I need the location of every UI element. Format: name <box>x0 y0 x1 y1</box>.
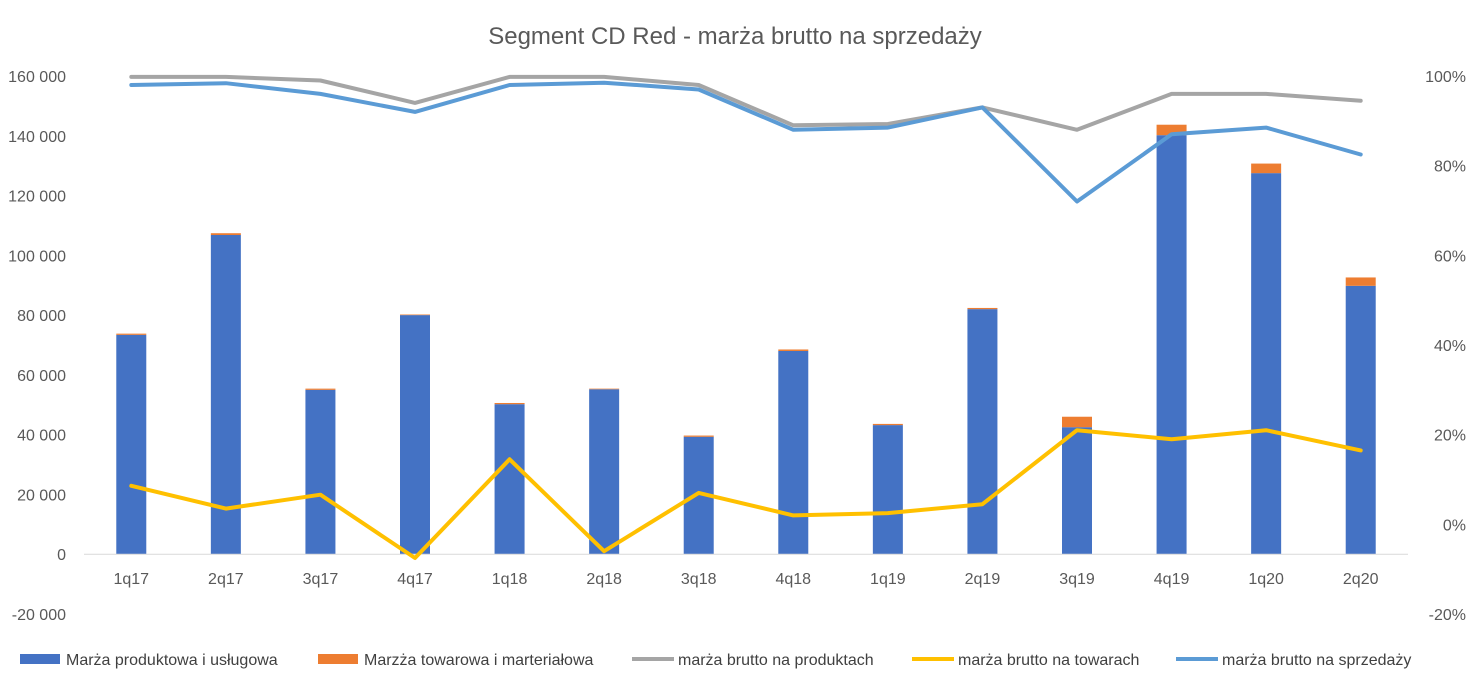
bar-product-4q19 <box>1156 135 1187 555</box>
right-tick-label: 40% <box>1434 338 1466 355</box>
legend-swatch <box>318 654 358 664</box>
bar-product-4q17 <box>400 315 430 555</box>
legend-label: marża brutto na produktach <box>678 652 874 669</box>
legend-label: Marzża towarowa i marteriałowa <box>364 652 594 669</box>
x-tick-label: 4q18 <box>775 571 811 588</box>
bar-goods-2q17 <box>210 233 241 236</box>
legend-item: marża brutto na produktach <box>632 652 874 669</box>
left-tick-label: 160 000 <box>8 69 66 86</box>
x-tick-label: 2q20 <box>1343 571 1379 588</box>
bar-product-1q19 <box>872 425 903 555</box>
left-tick-label: 100 000 <box>8 248 66 265</box>
legend: Marża produktowa i usługowa Marzża towaro… <box>20 652 1411 669</box>
left-tick-label: 40 000 <box>17 428 66 445</box>
x-axis: 1q17 2q17 3q17 4q17 1q18 2q18 3q18 4q18 1q19 2q19… <box>113 571 1378 588</box>
bar-product-1q20 <box>1251 173 1282 555</box>
legend-item: marża brutto na towarach <box>912 652 1139 669</box>
line-series-2 <box>129 80 1363 204</box>
bar-goods-3q18 <box>683 435 714 437</box>
bar-goods-3q17 <box>305 388 336 390</box>
x-tick-label: 4q17 <box>397 571 433 588</box>
line-series-1 <box>129 428 1363 560</box>
legend-item: Marzża towarowa i marteriałowa <box>318 652 594 669</box>
bar-goods-2q19 <box>967 307 998 310</box>
left-tick-label: 0 <box>57 547 66 564</box>
x-tick-label: 2q17 <box>208 571 244 588</box>
left-tick-label: 140 000 <box>8 129 66 146</box>
legend-item: marża brutto na sprzedaży <box>1176 652 1411 669</box>
bar-goods-4q19 <box>1156 124 1187 136</box>
right-tick-label: 100% <box>1425 69 1466 86</box>
bar-product-1q18 <box>494 404 525 555</box>
bar-goods-4q17 <box>400 314 430 316</box>
right-tick-label: 20% <box>1434 428 1466 445</box>
right-tick-label: 80% <box>1434 159 1466 176</box>
legend-label: Marża produktowa i usługowa <box>66 652 278 669</box>
bar-goods-4q18 <box>778 349 809 351</box>
left-tick-label: -20 000 <box>12 607 66 624</box>
left-axis: -20 000 0 20 000 40 000 60 000 80 000 100 000 1… <box>8 69 66 624</box>
left-tick-label: 120 000 <box>8 189 66 206</box>
bar-goods-1q18 <box>494 402 525 405</box>
x-tick-label: 1q19 <box>870 571 906 588</box>
bar-product-2q20 <box>1345 285 1376 555</box>
bar-product-1q17 <box>116 334 147 555</box>
chart-title: Segment CD Red - marża brutto na sprzeda… <box>488 23 982 50</box>
legend-swatch <box>20 654 60 664</box>
bar-product-4q18 <box>778 350 809 555</box>
right-tick-label: -20% <box>1429 607 1466 624</box>
x-tick-label: 3q19 <box>1059 571 1095 588</box>
bar-goods-1q17 <box>116 333 147 335</box>
legend-label: marża brutto na sprzedaży <box>1222 652 1411 669</box>
left-tick-label: 80 000 <box>17 308 66 325</box>
bar-goods-2q20 <box>1345 277 1376 286</box>
lines-group <box>129 74 1363 560</box>
bar-goods-3q19 <box>1062 416 1092 428</box>
left-tick-label: 60 000 <box>17 368 66 385</box>
bar-goods-1q20 <box>1251 163 1282 174</box>
right-tick-label: 0% <box>1443 517 1466 534</box>
legend-label: marża brutto na towarach <box>958 652 1139 669</box>
bar-product-2q18 <box>589 389 620 555</box>
left-tick-label: 20 000 <box>17 487 66 504</box>
x-tick-label: 3q18 <box>681 571 717 588</box>
bar-product-3q17 <box>305 389 336 555</box>
x-tick-label: 1q20 <box>1248 571 1284 588</box>
legend-item: Marża produktowa i usługowa <box>20 652 278 669</box>
bar-product-2q17 <box>210 235 241 555</box>
x-tick-label: 3q17 <box>303 571 339 588</box>
x-tick-label: 4q19 <box>1154 571 1190 588</box>
right-axis: -20% 0% 20% 40% 60% 80% 100% <box>1425 69 1466 624</box>
x-tick-label: 2q18 <box>586 571 622 588</box>
x-tick-label: 1q17 <box>113 571 149 588</box>
bar-goods-1q19 <box>872 423 903 426</box>
x-tick-label: 2q19 <box>965 571 1001 588</box>
right-tick-label: 60% <box>1434 248 1466 265</box>
x-tick-label: 1q18 <box>492 571 528 588</box>
bar-goods-2q18 <box>589 388 620 390</box>
bars-group <box>116 124 1376 555</box>
bar-product-2q19 <box>967 309 998 555</box>
line-series-0 <box>129 74 1363 132</box>
bar-product-3q19 <box>1062 427 1092 555</box>
